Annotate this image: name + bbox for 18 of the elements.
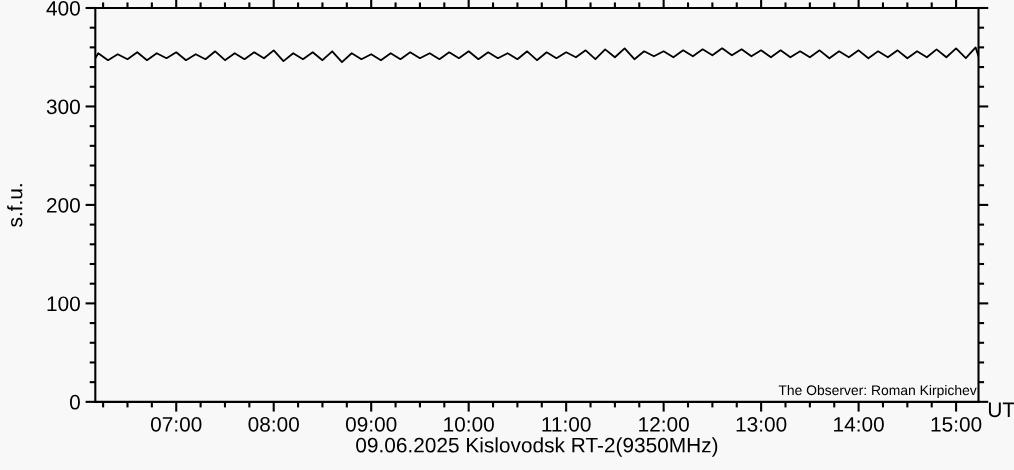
y-tick-label: 400 [46,0,80,16]
annotation: The Observer: Roman Kirpichev [778,384,977,398]
x-axis-title: 09.06.2025 Kislovodsk RT-2(9350MHz) [356,437,718,457]
y-tick-label: 200 [47,197,80,213]
y-axis-title: s.f.u. [7,184,23,227]
x-tick-label: 13:00 [736,416,787,432]
x-tick-label: 10:00 [444,416,494,432]
y-tick-label: 0 [69,394,80,410]
y-tick-label: 300 [46,99,80,115]
x-tick-label: 11:00 [542,416,591,432]
x-tick-label: 08:00 [248,416,299,432]
x-tick-label: 12:00 [639,416,689,432]
y-tick-label: 100 [47,296,80,312]
x-tick-label: 07:00 [150,416,202,432]
text: UT [988,402,1014,418]
x-tick-label: 15:00 [931,416,982,432]
x-tick-label: 14:00 [834,416,884,432]
x-tick-label: 09:00 [345,416,397,432]
